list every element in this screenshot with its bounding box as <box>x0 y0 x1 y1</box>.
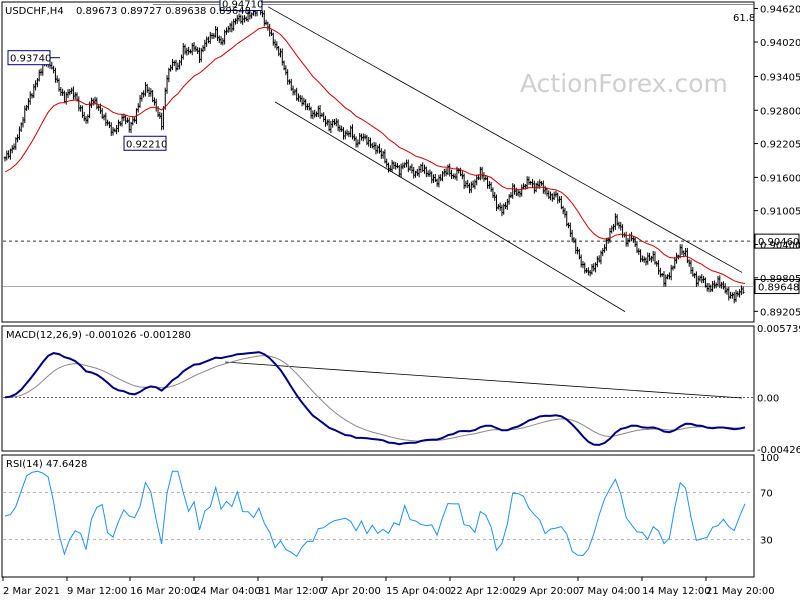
macd-main-line <box>4 351 746 446</box>
x-tick-label: 31 Mar 12:00 <box>258 586 325 597</box>
price-y-tick-label: 0.94620 <box>760 4 800 15</box>
annotation-label: 0.92210 <box>126 139 167 150</box>
price-y-tick-label: 0.93405 <box>760 72 800 83</box>
moving-average <box>4 26 746 284</box>
rsi-panel-frame <box>1 454 755 578</box>
x-tick-label: 7 May 04:00 <box>578 586 640 597</box>
price-y-tick-label: 0.92205 <box>760 140 800 151</box>
annotation-label: 0.94710 <box>222 0 263 10</box>
x-tick-label: 14 May 12:00 <box>642 586 711 597</box>
macd-y-tick-label: 0.005739 <box>757 324 800 335</box>
macd-trend-line <box>224 361 743 399</box>
price-y-axis: 0.94620 0.94020 0.93405 0.92800 0.92205 0.916… <box>754 4 800 318</box>
x-tick-label: 22 Apr 12:00 <box>450 586 515 597</box>
price-title: USDCHF,H4 <box>5 6 64 17</box>
fib-label: 61.8 <box>733 13 755 24</box>
macd-panel-frame <box>1 325 755 452</box>
macd-signal-line <box>4 355 746 442</box>
x-tick-label: 15 Apr 04:00 <box>386 586 451 597</box>
rsi-lines <box>3 470 754 558</box>
price-y-tick-label: 0.91005 <box>760 207 800 218</box>
x-tick-label: 9 Mar 12:00 <box>67 586 127 597</box>
price-panel-frame <box>1 1 755 323</box>
price-y-tick-label: 0.92800 <box>760 106 800 117</box>
price-title-bg <box>3 3 153 17</box>
watermark: ActionForex.com <box>520 69 728 98</box>
rsi-y-tick-label: 30 <box>760 536 773 547</box>
price-y-tick-label: 0.89205 <box>760 307 800 318</box>
rsi-y-axis: 100 70 30 <box>760 453 779 547</box>
macd-lines <box>3 351 754 446</box>
channel-lower-line <box>274 101 626 312</box>
level-label: 0.90460 <box>758 237 799 248</box>
price-y-tick-label: 0.94020 <box>760 38 800 49</box>
rsi-line <box>4 470 746 558</box>
price-bars <box>3 3 745 304</box>
price-ohlc: 0.89673 0.89727 0.89638 0.89648 <box>76 6 251 17</box>
channel-upper-line <box>267 6 743 273</box>
x-tick-label: 2 Mar 2021 <box>3 586 60 597</box>
level-label: 0.89648 <box>758 283 799 294</box>
x-tick-label: 16 Mar 20:00 <box>130 586 197 597</box>
rsi-y-tick-label: 70 <box>760 488 773 499</box>
price-annotations: 0.94710 0.93740 0.92210 <box>7 0 263 151</box>
annotation-box <box>123 135 167 151</box>
rsi-y-tick-label: 100 <box>760 453 779 464</box>
x-tick-label: 21 May 20:00 <box>706 586 775 597</box>
rsi-title: RSI(14) 47.6428 <box>6 459 87 470</box>
price-y-tick-label: 0.91600 <box>760 173 800 184</box>
x-tick-label: 7 Apr 20:00 <box>322 586 381 597</box>
moving-average-line <box>4 26 746 284</box>
level-label-box <box>754 279 800 295</box>
x-tick-label: 24 Mar 04:00 <box>194 586 261 597</box>
price-y-tick-label: 0.90400 <box>760 240 800 251</box>
macd-title: MACD(12,26,9) -0.001026 -0.001280 <box>6 330 191 341</box>
price-y-tick-label: 0.89805 <box>760 274 800 285</box>
price-channel <box>267 6 743 312</box>
macd-title-bg <box>3 327 188 341</box>
x-tick-label: 29 Apr 20:00 <box>514 586 579 597</box>
annotation-label: 0.93740 <box>10 54 51 65</box>
rsi-title-bg <box>3 456 93 470</box>
level-label-box <box>754 233 800 249</box>
annotation-box <box>219 0 263 11</box>
macd-y-tick-label: 0.00 <box>757 393 779 404</box>
